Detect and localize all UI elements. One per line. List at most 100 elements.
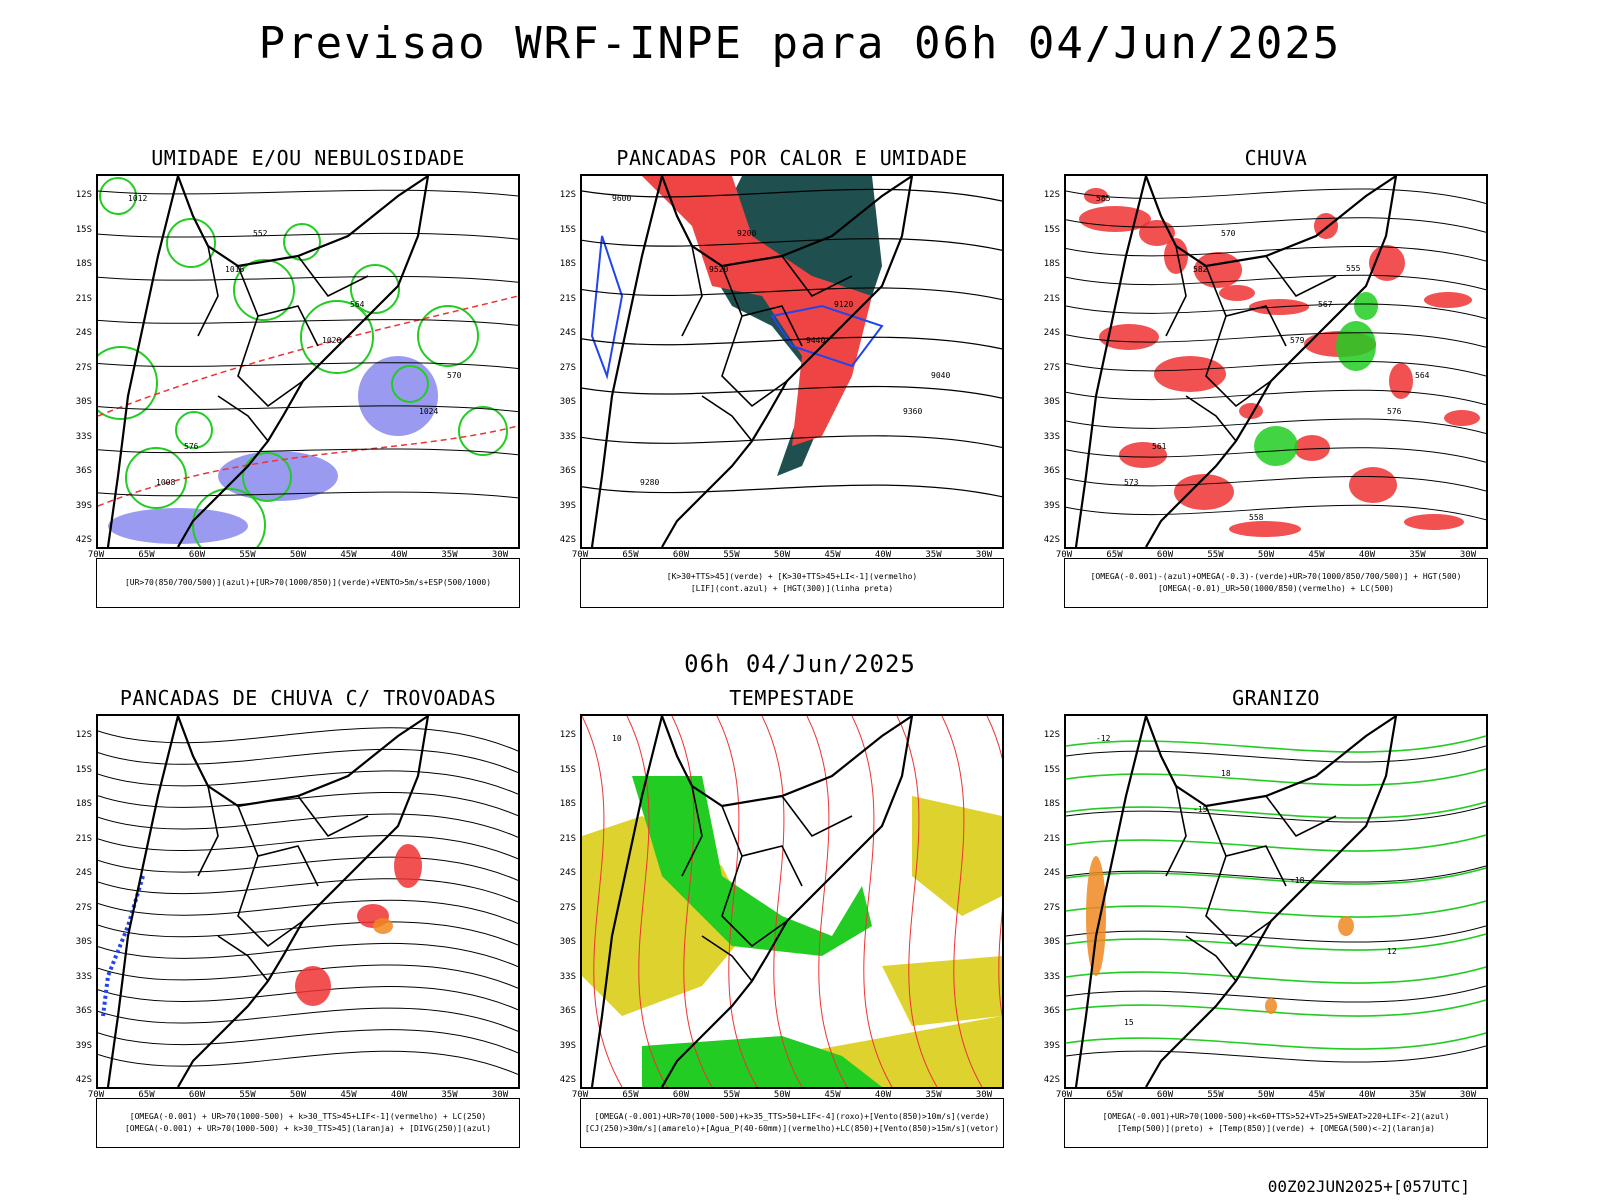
lon-tick-label: 50W <box>773 1090 791 1100</box>
lat-tick-label: 15S <box>559 764 576 775</box>
lon-tick-label: 40W <box>1358 1090 1376 1100</box>
humidity-green-contour <box>417 305 479 367</box>
lat-tick-label: 39S <box>75 500 92 511</box>
humidity-blue-area <box>108 508 248 544</box>
lat-tick-label: 30S <box>75 937 92 947</box>
lat-tick-label: 18S <box>559 799 576 809</box>
humidity-blue-area <box>358 356 438 436</box>
kindex-red-area <box>642 176 872 446</box>
streamline <box>582 716 623 1087</box>
lon-tick-label: 65W <box>1106 550 1123 560</box>
lat-tick-label: 42S <box>559 1075 576 1085</box>
map-frame[interactable]: 9600 9520 9440 9360 9280 9200 9120 9040 <box>580 174 1004 549</box>
country-borders <box>197 785 369 982</box>
run-timestamp: 00Z02JUN2025+[057UTC] <box>1267 1177 1470 1196</box>
legend-line: [UR>70(850/700/500)](azul)+[UR>70(1000/8… <box>124 578 492 587</box>
lat-tick-label: 15S <box>1043 224 1060 235</box>
contour-line <box>1066 447 1486 463</box>
temp850-contour <box>1066 933 1486 951</box>
map-frame[interactable]: -12 -15 -18 12 15 18 <box>1064 714 1488 1089</box>
contour-value-label: -18 <box>1290 876 1305 885</box>
contour-value-label: 1024 <box>419 407 438 416</box>
map-frame[interactable]: 10 <box>580 714 1004 1089</box>
contour-line <box>582 336 1002 350</box>
contour-line <box>98 232 518 240</box>
lon-tick-label: 30W <box>491 1090 509 1100</box>
lon-tick-label: 70W <box>1055 1090 1073 1100</box>
coastline <box>590 716 914 1087</box>
lat-tick-label: 27S <box>75 362 92 373</box>
contour-line <box>98 1007 518 1032</box>
temp500-contour <box>1066 1045 1486 1063</box>
panel-title: PANCADAS DE CHUVA C/ TROVOADAS <box>119 686 497 710</box>
lat-tick-label: 39S <box>75 1040 92 1051</box>
contour-line <box>1066 504 1486 521</box>
coastline <box>590 176 914 547</box>
humidity-green-contour <box>242 452 292 502</box>
lon-tick-label: 70W <box>87 1090 105 1100</box>
mid-title: 06h 04/Jun/2025 <box>684 650 916 678</box>
lon-tick-label: 55W <box>239 1090 256 1100</box>
panel-umidade: UMIDADE E/OU NEBULOSIDADE 1012 1016 1020 10… <box>76 146 520 646</box>
legend-box: [K>30+TTS>45](verde) + [K>30+TTS>45+LI<-… <box>580 558 1004 608</box>
lon-tick-label: 50W <box>1257 1090 1275 1100</box>
panel-title: PANCADAS POR CALOR E UMIDADE <box>616 146 968 170</box>
rain-red-area <box>1444 410 1480 426</box>
lat-tick-label: 24S <box>559 868 576 878</box>
contour-value-label: 558 <box>1249 513 1264 522</box>
panel-title: UMIDADE E/OU NEBULOSIDADE <box>151 146 465 170</box>
legend-line: [OMEGA(-0.01)_UR>50(1000/850)(vermelho) … <box>1157 584 1394 593</box>
legend-box: [OMEGA(-0.001)-(azul)+OMEGA(-0.3)-(verde… <box>1064 558 1488 608</box>
panel-title: GRANIZO <box>1232 686 1320 710</box>
lon-tick-label: 60W <box>672 550 690 560</box>
lat-tick-label: 33S <box>75 971 92 982</box>
panel-title: CHUVA <box>1244 146 1308 170</box>
contour-line <box>98 405 518 413</box>
lat-tick-label: 30S <box>559 397 576 407</box>
contour-value-label: -15 <box>1193 805 1208 814</box>
coastline <box>1074 176 1398 547</box>
lon-tick-label: 35W <box>1409 550 1426 560</box>
wind-green-area <box>642 1036 882 1087</box>
temp500-contour <box>1066 925 1486 943</box>
contour-line <box>98 275 518 283</box>
map-frame[interactable] <box>96 714 520 1089</box>
humidity-green-contour <box>175 411 213 449</box>
rain-red-area <box>1119 442 1167 468</box>
lat-tick-label: 42S <box>559 535 576 545</box>
contour-line <box>1066 245 1486 262</box>
thickness-line <box>98 295 518 417</box>
legend-line: [CJ(250)>30m/s](amarelo)+[Agua_P(40-60mm… <box>584 1124 1000 1133</box>
lon-tick-label: 65W <box>622 1090 639 1100</box>
contour-value-label: 564 <box>1415 371 1430 380</box>
contour-line <box>98 319 518 326</box>
temp850-contour <box>1066 999 1486 1017</box>
rain-red-area <box>1404 514 1464 530</box>
lon-tick-label: 35W <box>441 1090 458 1100</box>
contour-line <box>98 942 518 968</box>
contour-line <box>98 899 518 924</box>
contour-line <box>582 484 1002 498</box>
contour-value-label: 579 <box>1290 336 1305 345</box>
thickness-line <box>98 425 518 507</box>
legend-box: [OMEGA(-0.001) + UR>70(1000-500) + k>30_… <box>96 1098 520 1148</box>
legend-box: [OMEGA(-0.001)+UR>70(1000-500)+k<60+TTS>… <box>1064 1098 1488 1148</box>
omega-orange-area <box>1265 998 1277 1014</box>
lat-tick-label: 15S <box>75 224 92 235</box>
streamline <box>716 716 758 1087</box>
map-frame[interactable]: 585 582 579 576 573 570 567 564 561 558 555 <box>1064 174 1488 549</box>
coastline <box>1074 716 1398 1087</box>
contour-line <box>98 835 518 860</box>
contour-line <box>1066 217 1486 233</box>
main-title: Previsao WRF-INPE para 06h 04/Jun/2025 <box>258 18 1342 69</box>
lon-tick-label: 55W <box>723 550 740 560</box>
lon-tick-label: 30W <box>975 1090 993 1100</box>
legend-line: [Temp(500)](preto) + [Temp(850)](verde) … <box>1117 1124 1435 1133</box>
streamline <box>671 716 713 1087</box>
rain-red-area <box>1154 356 1226 392</box>
lat-tick-label: 33S <box>1043 971 1060 982</box>
lat-tick-label: 12S <box>1043 730 1060 740</box>
contour-line <box>582 385 1002 399</box>
map-frame[interactable]: 1012 1016 1020 1024 1008 552 564 570 576 <box>96 174 520 549</box>
storm-orange-area <box>373 918 393 934</box>
